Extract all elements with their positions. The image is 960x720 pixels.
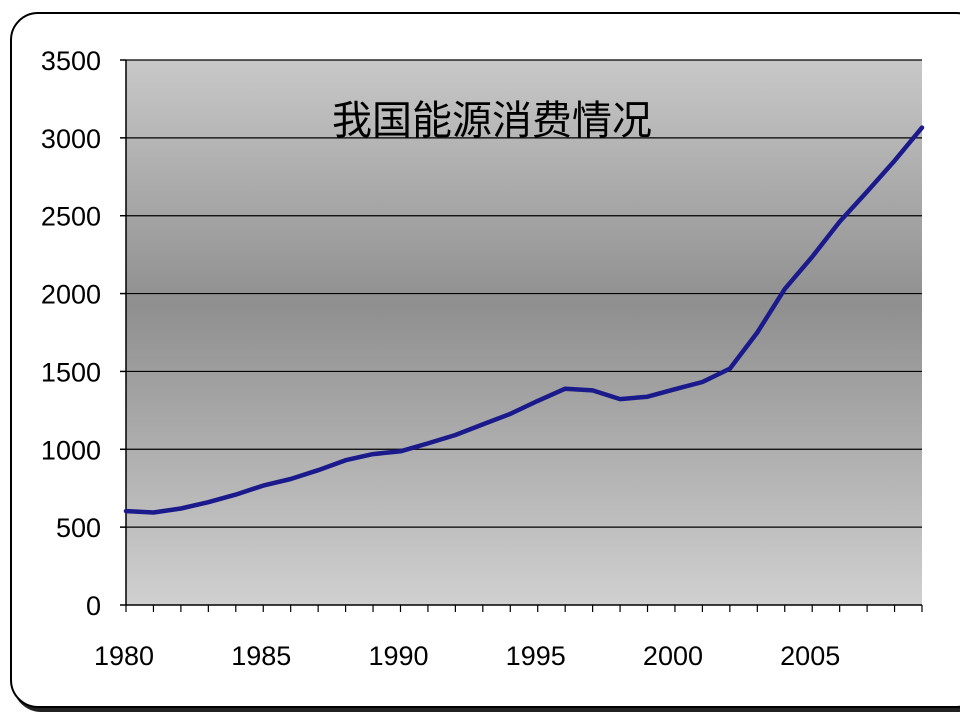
x-tick-label-1985: 1985 <box>231 641 291 671</box>
series-line <box>123 125 925 515</box>
plot-area <box>126 60 922 605</box>
y-tick-label-500: 500 <box>56 513 101 543</box>
x-tick-label-2005: 2005 <box>780 641 840 671</box>
x-tick-label-1995: 1995 <box>506 641 566 671</box>
x-tick-label-1980: 1980 <box>94 641 154 671</box>
y-tick-labels: 0 500 1000 1500 2000 2500 3000 3500 <box>41 46 101 621</box>
y-tick-label-1500: 1500 <box>41 357 101 387</box>
x-tick-labels: 1980 1985 1990 1995 2000 2005 <box>94 641 840 671</box>
y-tick-label-1000: 1000 <box>41 435 101 465</box>
axes <box>120 59 923 612</box>
y-tick-label-3500: 3500 <box>41 46 101 76</box>
x-tick-label-1990: 1990 <box>368 641 428 671</box>
x-tick-label-2000: 2000 <box>643 641 703 671</box>
gridlines <box>126 59 922 528</box>
y-tick-label-2000: 2000 <box>41 280 101 310</box>
y-tick-label-3000: 3000 <box>41 124 101 154</box>
y-tick-label-0: 0 <box>86 591 101 621</box>
chart-title: 我国能源消费情况 <box>332 98 652 144</box>
y-tick-label-2500: 2500 <box>41 202 101 232</box>
